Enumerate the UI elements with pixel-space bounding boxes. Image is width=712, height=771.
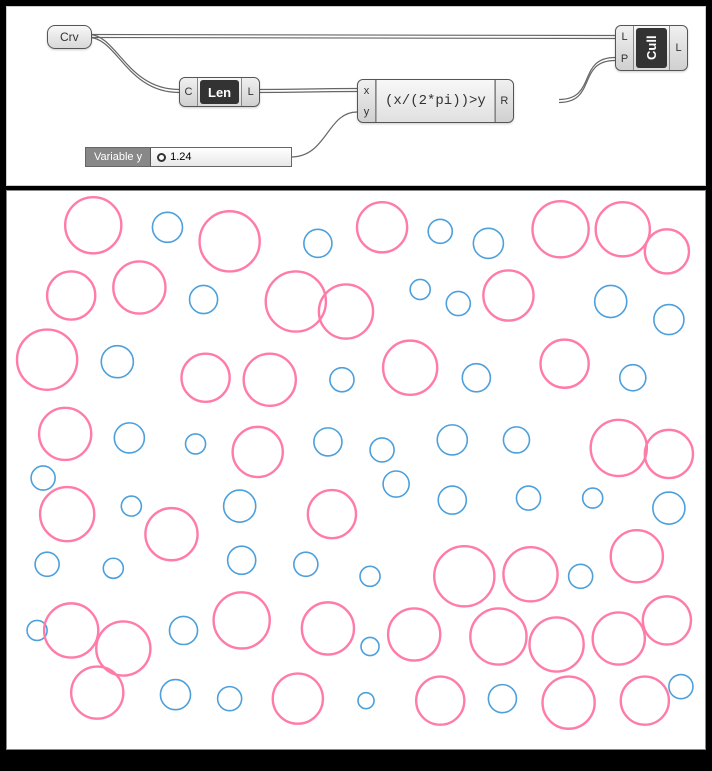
output-ports[interactable]: L — [241, 78, 259, 106]
crv-param[interactable]: Crv — [47, 25, 92, 49]
circles-layer — [7, 191, 705, 749]
param-label: Crv — [60, 30, 79, 44]
port-label: L — [621, 31, 627, 43]
port-label: C — [185, 86, 193, 98]
slider-value: 1.24 — [170, 151, 191, 163]
port-label: y — [364, 106, 370, 118]
cull-component[interactable]: L P Cull L — [615, 25, 688, 71]
number-slider[interactable]: Variable y 1.24 — [85, 147, 292, 167]
port-label: L — [675, 42, 681, 54]
port-label: R — [500, 95, 508, 107]
input-ports[interactable]: C — [180, 78, 198, 106]
input-ports[interactable]: x y — [358, 80, 376, 122]
length-component[interactable]: C Len L — [179, 77, 260, 107]
component-label: Len — [200, 80, 239, 104]
slider-knob[interactable] — [157, 153, 166, 162]
expression-text: (x/(2*pi))>y — [376, 80, 495, 122]
expression-component[interactable]: x y (x/(2*pi))>y R — [357, 79, 514, 123]
port-label: P — [621, 53, 628, 65]
rhino-viewport[interactable] — [6, 190, 706, 750]
output-ports[interactable]: R — [495, 80, 513, 122]
output-ports[interactable]: L — [669, 26, 687, 70]
component-label: Cull — [636, 28, 667, 68]
slider-label: Variable y — [86, 148, 151, 166]
grasshopper-canvas[interactable]: Crv C Len L x y (x/(2*pi))>y R L P Cull … — [6, 6, 706, 186]
port-label: L — [248, 86, 254, 98]
input-ports[interactable]: L P — [616, 26, 634, 70]
slider-track[interactable]: 1.24 — [151, 148, 291, 166]
port-label: x — [364, 85, 370, 97]
